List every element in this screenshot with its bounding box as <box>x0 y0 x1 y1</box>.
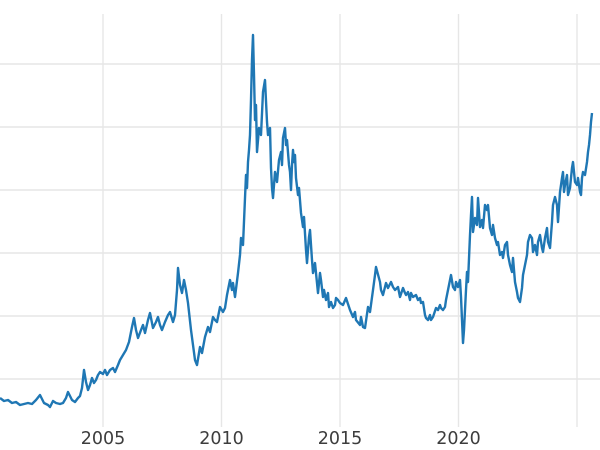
x-axis-tick-labels: 2005 2010 2015 2020 <box>81 429 481 449</box>
x-tick-label-2005: 2005 <box>81 429 126 449</box>
x-tick-label-2015: 2015 <box>318 429 363 449</box>
price-line-series <box>0 33 594 409</box>
x-tick-label-2010: 2010 <box>199 429 244 449</box>
vertical-gridlines <box>102 14 578 427</box>
horizontal-gridlines <box>0 63 600 380</box>
price-series-path <box>0 33 594 409</box>
x-tick-label-2020: 2020 <box>436 429 481 449</box>
